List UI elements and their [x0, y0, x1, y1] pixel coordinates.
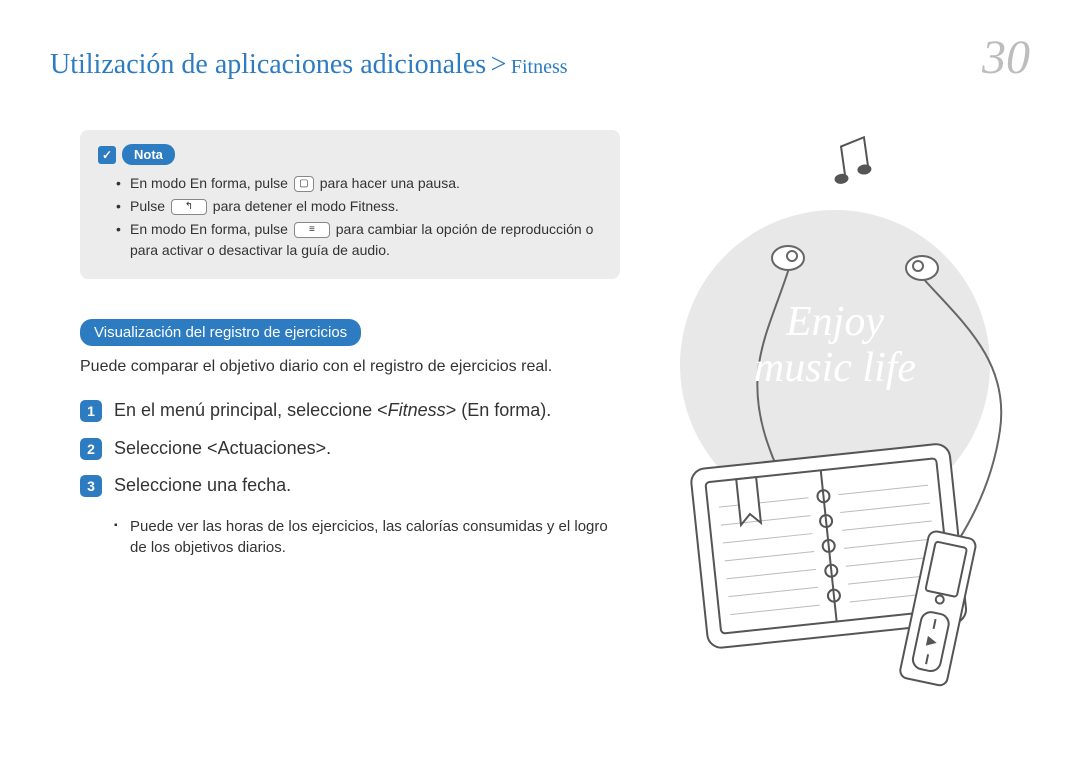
note-text-post: para hacer una pausa. [316, 175, 460, 191]
step-text: Seleccione una fecha. [114, 473, 291, 498]
step-sub-item: Puede ver las horas de los ejercicios, l… [114, 516, 620, 558]
step-item: 1 En el menú principal, seleccione <Fitn… [80, 398, 620, 423]
breadcrumb-main: Utilización de aplicaciones adicionales [50, 49, 486, 80]
steps-list: 1 En el menú principal, seleccione <Fitn… [80, 398, 620, 558]
step-number-badge: 2 [80, 438, 102, 460]
step-text: En el menú principal, seleccione <Fitnes… [114, 398, 551, 423]
breadcrumb-sub: Fitness [511, 56, 568, 78]
note-text-pre: Pulse [130, 198, 169, 214]
step-number-badge: 3 [80, 475, 102, 497]
note-text-pre: En modo En forma, pulse [130, 175, 292, 191]
note-item: En modo En forma, pulse ≡ para cambiar l… [116, 219, 602, 261]
check-icon: ✓ [98, 146, 116, 164]
note-item: Pulse ↰ para detener el modo Fitness. [116, 196, 602, 217]
note-label: Nota [122, 144, 175, 165]
menu-key-icon: ≡ [294, 222, 330, 238]
content-area: ✓ Nota En modo En forma, pulse ▢ para ha… [80, 130, 620, 570]
note-header: ✓ Nota [98, 144, 602, 165]
step-text-em: Fitness [388, 400, 446, 420]
note-text-post: para detener el modo Fitness. [209, 198, 399, 214]
back-key-icon: ↰ [171, 199, 207, 215]
page-number: 30 [982, 30, 1030, 85]
breadcrumb: Utilización de aplicaciones adicionales … [50, 49, 568, 81]
page-header: Utilización de aplicaciones adicionales … [50, 30, 1030, 85]
section-description: Puede comparar el objetivo diario con el… [80, 356, 620, 378]
step-number-badge: 1 [80, 400, 102, 422]
step-item: 2 Seleccione <Actuaciones>. [80, 436, 620, 461]
step-text: Seleccione <Actuaciones>. [114, 436, 331, 461]
pause-key-icon: ▢ [294, 176, 314, 192]
note-item: En modo En forma, pulse ▢ para hacer una… [116, 173, 602, 194]
step-item: 3 Seleccione una fecha. Puede ver las ho… [80, 473, 620, 558]
step-text-post: > (En forma). [446, 400, 552, 420]
earbuds-planner-illustration [620, 130, 1050, 710]
note-list: En modo En forma, pulse ▢ para hacer una… [98, 173, 602, 261]
section-title-pill: Visualización del registro de ejercicios [80, 319, 361, 346]
breadcrumb-separator: > [491, 49, 507, 80]
note-text-pre: En modo En forma, pulse [130, 221, 292, 237]
step-sub-list: Puede ver las horas de los ejercicios, l… [80, 516, 620, 558]
step-text-pre: En el menú principal, seleccione < [114, 400, 388, 420]
decorative-illustration: Enjoy music life [620, 130, 1050, 710]
note-box: ✓ Nota En modo En forma, pulse ▢ para ha… [80, 130, 620, 279]
